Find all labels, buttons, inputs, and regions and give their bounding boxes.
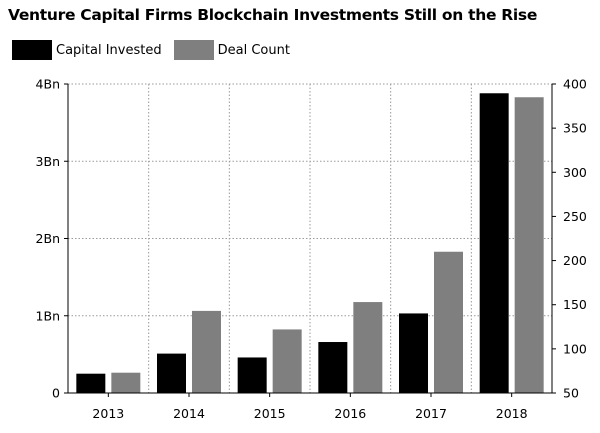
y-left-tick-label: 2Bn bbox=[36, 231, 60, 246]
y-right-tick-label: 400 bbox=[563, 77, 587, 92]
bar-capital-invested bbox=[318, 342, 348, 393]
x-tick-label: 2013 bbox=[92, 406, 124, 421]
bar-capital-invested bbox=[479, 93, 509, 394]
legend-swatch-deals bbox=[173, 40, 214, 60]
bar-deal-count bbox=[434, 251, 463, 393]
legend-label-deals: Deal Count bbox=[217, 42, 290, 58]
bar-deal-count bbox=[353, 302, 383, 393]
x-tick-label: 2015 bbox=[254, 406, 286, 421]
bar-deal-count bbox=[192, 310, 221, 393]
x-tick-label: 2016 bbox=[334, 406, 366, 421]
y-right-tick-label: 250 bbox=[563, 209, 587, 224]
y-left-tick-label: 1Bn bbox=[36, 308, 60, 323]
y-left-tick-label: 3Bn bbox=[36, 154, 60, 169]
y-right-tick-label: 150 bbox=[563, 297, 587, 312]
x-tick-label: 2017 bbox=[415, 406, 447, 421]
legend-item-capital: Capital Invested bbox=[12, 40, 162, 60]
bar-capital-invested bbox=[157, 353, 186, 393]
y-left-tick-label: 4Bn bbox=[36, 77, 60, 92]
y-left-tick-label: 0 bbox=[52, 386, 60, 401]
bar-deal-count bbox=[111, 372, 141, 393]
bar-deal-count bbox=[514, 97, 544, 393]
x-tick-label: 2018 bbox=[496, 406, 528, 421]
y-right-tick-label: 200 bbox=[563, 253, 587, 268]
legend-label-capital: Capital Invested bbox=[56, 42, 162, 58]
y-right-tick-label: 50 bbox=[563, 386, 579, 401]
bar-capital-invested bbox=[237, 357, 267, 393]
y-right-tick-label: 100 bbox=[563, 341, 587, 356]
y-right-tick-label: 350 bbox=[563, 121, 587, 136]
legend-swatch-capital bbox=[12, 40, 52, 60]
bar-capital-invested bbox=[76, 373, 106, 393]
bar-deal-count bbox=[272, 329, 302, 393]
bar-capital-invested bbox=[399, 313, 428, 393]
y-right-tick-label: 300 bbox=[563, 165, 587, 180]
chart-legend: Capital Invested Deal Count bbox=[12, 40, 302, 60]
x-tick-label: 2014 bbox=[173, 406, 205, 421]
legend-item-deals: Deal Count bbox=[173, 40, 290, 60]
chart-title: Venture Capital Firms Blockchain Investm… bbox=[8, 6, 538, 24]
